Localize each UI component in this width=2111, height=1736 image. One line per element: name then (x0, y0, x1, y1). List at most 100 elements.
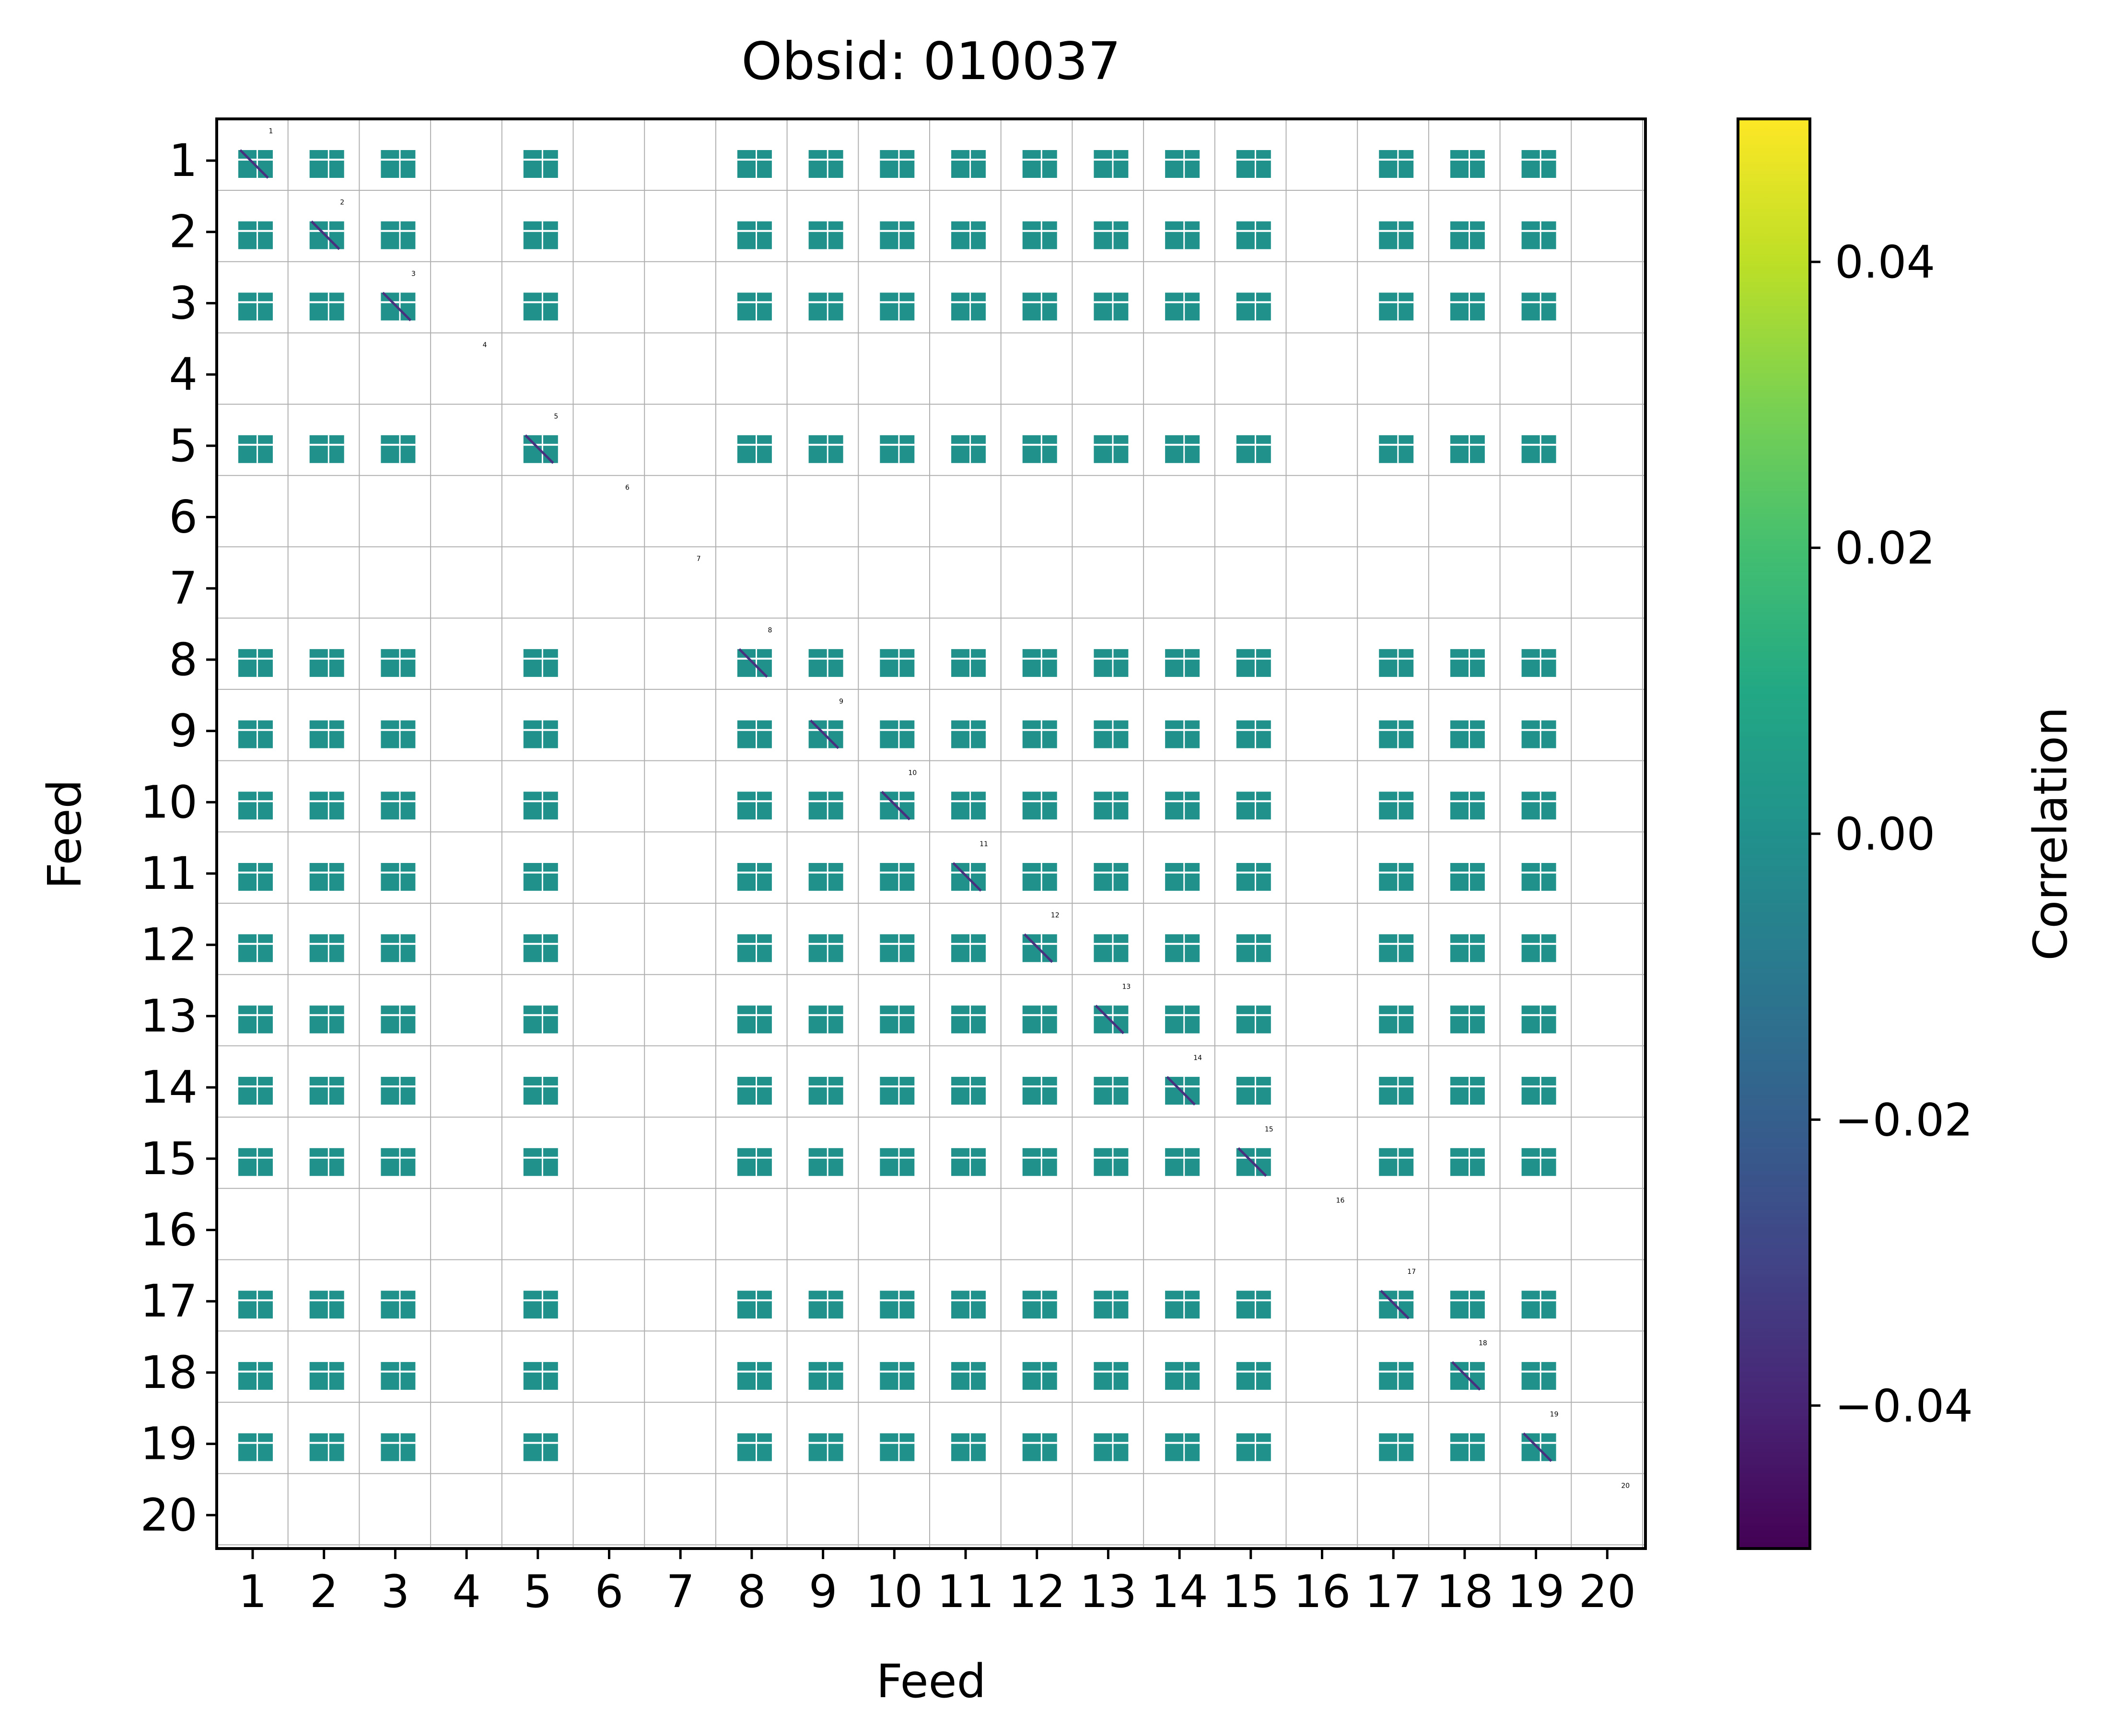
heatmap-block (238, 649, 273, 677)
heatmap-block (737, 1291, 772, 1319)
diagonal-label: 20 (1621, 1482, 1630, 1490)
heatmap-block (238, 1148, 273, 1176)
diagonal-label: 6 (625, 484, 630, 492)
heatmap-block (1022, 792, 1057, 820)
y-tick-label: 12 (140, 919, 198, 971)
heatmap-block (523, 150, 558, 178)
heatmap-block (880, 292, 915, 321)
heatmap-block (1165, 292, 1200, 321)
heatmap-block (880, 720, 915, 748)
diagonal-line (1095, 1004, 1125, 1035)
x-tick-label: 5 (524, 1566, 552, 1618)
y-tick-label: 1 (169, 135, 198, 187)
heatmap-block (880, 649, 915, 677)
diagonal-label: 2 (340, 199, 344, 207)
heatmap-block (238, 1362, 273, 1390)
heatmap-block (1236, 934, 1271, 962)
heatmap-block (1379, 221, 1414, 249)
heatmap-block (1450, 1433, 1485, 1461)
heatmap-block (309, 649, 344, 677)
heatmap-block (951, 435, 986, 463)
heatmap-block (1022, 1362, 1057, 1390)
diagonal-line (1380, 1290, 1410, 1319)
heatmap-block (1094, 792, 1129, 820)
heatmap-block (309, 1362, 344, 1390)
heatmap-block (381, 863, 416, 891)
x-tick-label: 7 (666, 1566, 695, 1618)
diagonal-label: 4 (483, 341, 487, 349)
diagonal-line (1522, 1432, 1552, 1462)
heatmap-block (1022, 1005, 1057, 1034)
heatmap-block (808, 1005, 843, 1034)
heatmap-block (880, 1291, 915, 1319)
diagonal-label: 17 (1407, 1268, 1416, 1276)
heatmap-block (951, 1005, 986, 1034)
heatmap-block (808, 435, 843, 463)
diagonal-line (382, 291, 412, 322)
heatmap-block (309, 1291, 344, 1319)
x-tick-label: 9 (809, 1566, 838, 1618)
heatmap-block (381, 1148, 416, 1176)
heatmap-block (880, 934, 915, 962)
heatmap-block (1236, 863, 1271, 891)
heatmap-block (1094, 292, 1129, 321)
heatmap-block (1236, 1433, 1271, 1461)
heatmap-block (1450, 1005, 1485, 1034)
y-tick-label: 16 (140, 1204, 198, 1257)
colorbar (1737, 117, 1811, 1550)
heatmap-block (880, 1433, 915, 1461)
heatmap-block (1236, 1362, 1271, 1390)
heatmap-block (737, 1362, 772, 1390)
heatmap-block (1236, 292, 1271, 321)
heatmap-block (238, 221, 273, 249)
heatmap-block (1165, 150, 1200, 178)
heatmap-block (1165, 934, 1200, 962)
heatmap-block (1236, 1291, 1271, 1319)
diagonal-line (525, 434, 554, 464)
heatmap-block (1521, 221, 1556, 249)
heatmap-block (951, 1433, 986, 1461)
diagonal-label: 10 (908, 769, 917, 777)
heatmap-block (808, 1291, 843, 1319)
heatmap-block (951, 720, 986, 748)
heatmap-block (1094, 1077, 1129, 1105)
heatmap-block (1022, 1433, 1057, 1461)
heatmap-block (737, 1433, 772, 1461)
heatmap-block (238, 1005, 273, 1034)
heatmap-block (309, 720, 344, 748)
heatmap-block (1450, 792, 1485, 820)
heatmap-block (238, 720, 273, 748)
heatmap-block (381, 1433, 416, 1461)
heatmap-block (808, 792, 843, 820)
diagonal-label: 7 (697, 555, 701, 563)
heatmap-block (238, 292, 273, 321)
heatmap-block (238, 792, 273, 820)
heatmap-block (951, 221, 986, 249)
heatmap-block (523, 934, 558, 962)
heatmap-block (737, 292, 772, 321)
heatmap-block (1521, 1077, 1556, 1105)
heatmap-block (1022, 1077, 1057, 1105)
heatmap-block (1165, 1148, 1200, 1176)
heatmap-block (523, 1148, 558, 1176)
heatmap-block (951, 150, 986, 178)
y-tick-label: 19 (140, 1418, 198, 1470)
heatmap-block (808, 150, 843, 178)
heatmap-block (880, 863, 915, 891)
heatmap-block (1450, 720, 1485, 748)
diagonal-line (310, 220, 340, 250)
heatmap-block (309, 435, 344, 463)
heatmap-block (1165, 720, 1200, 748)
diagonal-label: 19 (1550, 1411, 1559, 1419)
heatmap-block (1094, 934, 1129, 962)
heatmap-block (951, 1362, 986, 1390)
diagonal-line (1023, 933, 1053, 963)
diagonal-label: 1 (269, 128, 273, 135)
heatmap-block (381, 1077, 416, 1105)
x-tick-label: 17 (1365, 1566, 1422, 1618)
heatmap-block (381, 1005, 416, 1034)
heatmap-block (309, 792, 344, 820)
heatmap-block (238, 1433, 273, 1461)
